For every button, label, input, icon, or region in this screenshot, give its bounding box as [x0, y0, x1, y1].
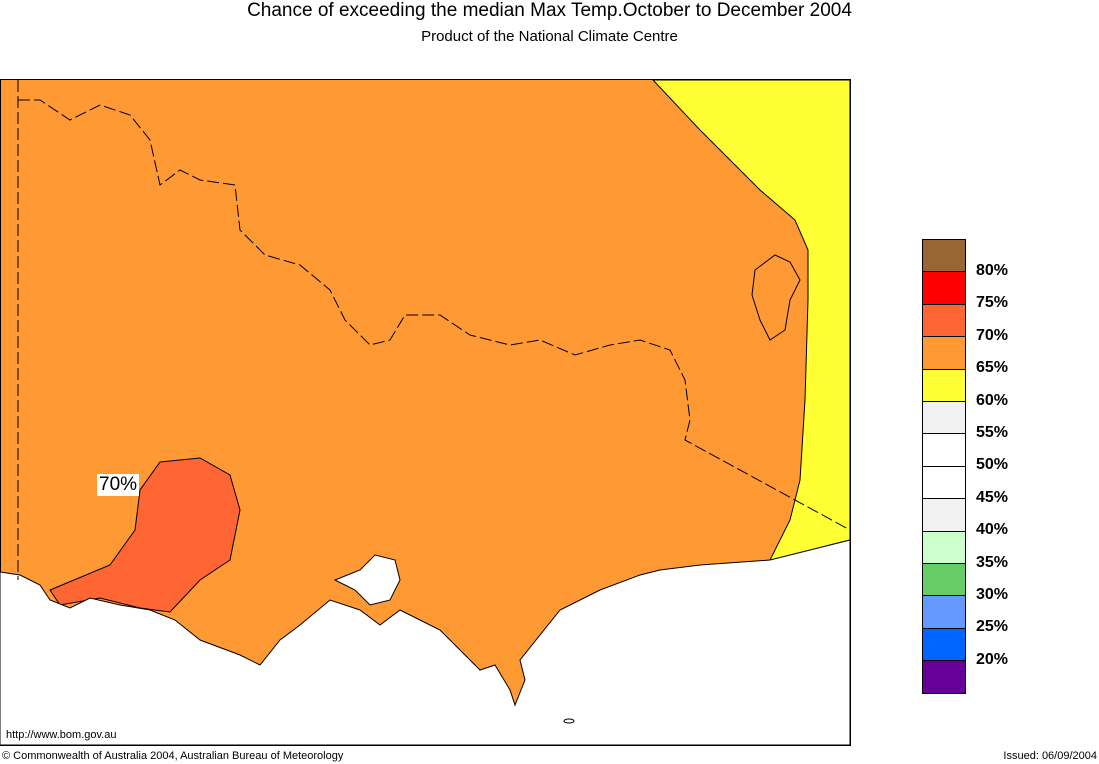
source-url: http://www.bom.gov.au — [6, 729, 117, 741]
legend-swatch — [922, 595, 966, 629]
state-border — [17, 80, 851, 580]
legend-label: 40% — [976, 521, 1009, 539]
legend-swatch — [922, 627, 966, 662]
legend-swatch — [922, 563, 966, 597]
legend-swatch — [922, 498, 966, 532]
issued-date: Issued: 06/09/2004 — [1003, 750, 1097, 762]
legend-label: 50% — [976, 456, 1009, 474]
lake-outline — [751, 254, 801, 341]
port-phillip-bay — [333, 554, 401, 606]
legend-label: 70% — [976, 326, 1009, 344]
legend-label: 30% — [976, 586, 1009, 603]
map — [0, 79, 851, 746]
ocean — [0, 539, 851, 746]
legend-label: 25% — [976, 618, 1009, 636]
legend-label: 65% — [976, 359, 1009, 377]
legend-swatch — [922, 433, 966, 467]
map-subtitle: Product of the National Climate Centre — [421, 28, 678, 45]
legend-label: 55% — [976, 424, 1009, 441]
legend-label: 80% — [976, 262, 1009, 279]
legend-swatch — [922, 336, 966, 370]
legend-label: 75% — [976, 294, 1009, 312]
legend-swatch — [922, 465, 966, 500]
legend-swatch — [922, 303, 966, 338]
island — [563, 718, 575, 724]
legend-label: 35% — [976, 553, 1009, 571]
legend-swatch — [922, 660, 966, 694]
legend-label: 45% — [976, 488, 1009, 506]
legend-label: 60% — [976, 391, 1009, 409]
contour-label: 70% — [97, 474, 140, 496]
legend-swatch — [922, 530, 966, 564]
legend-swatch — [922, 239, 966, 273]
region-70-75 — [49, 457, 241, 613]
legend-swatch — [922, 401, 966, 435]
copyright: © Commonwealth of Australia 2004, Austra… — [2, 750, 344, 762]
legend-swatch — [922, 368, 966, 402]
legend-swatch — [922, 271, 966, 305]
map-title: Chance of exceeding the median Max Temp.… — [247, 0, 852, 21]
legend-label: 20% — [976, 650, 1009, 668]
